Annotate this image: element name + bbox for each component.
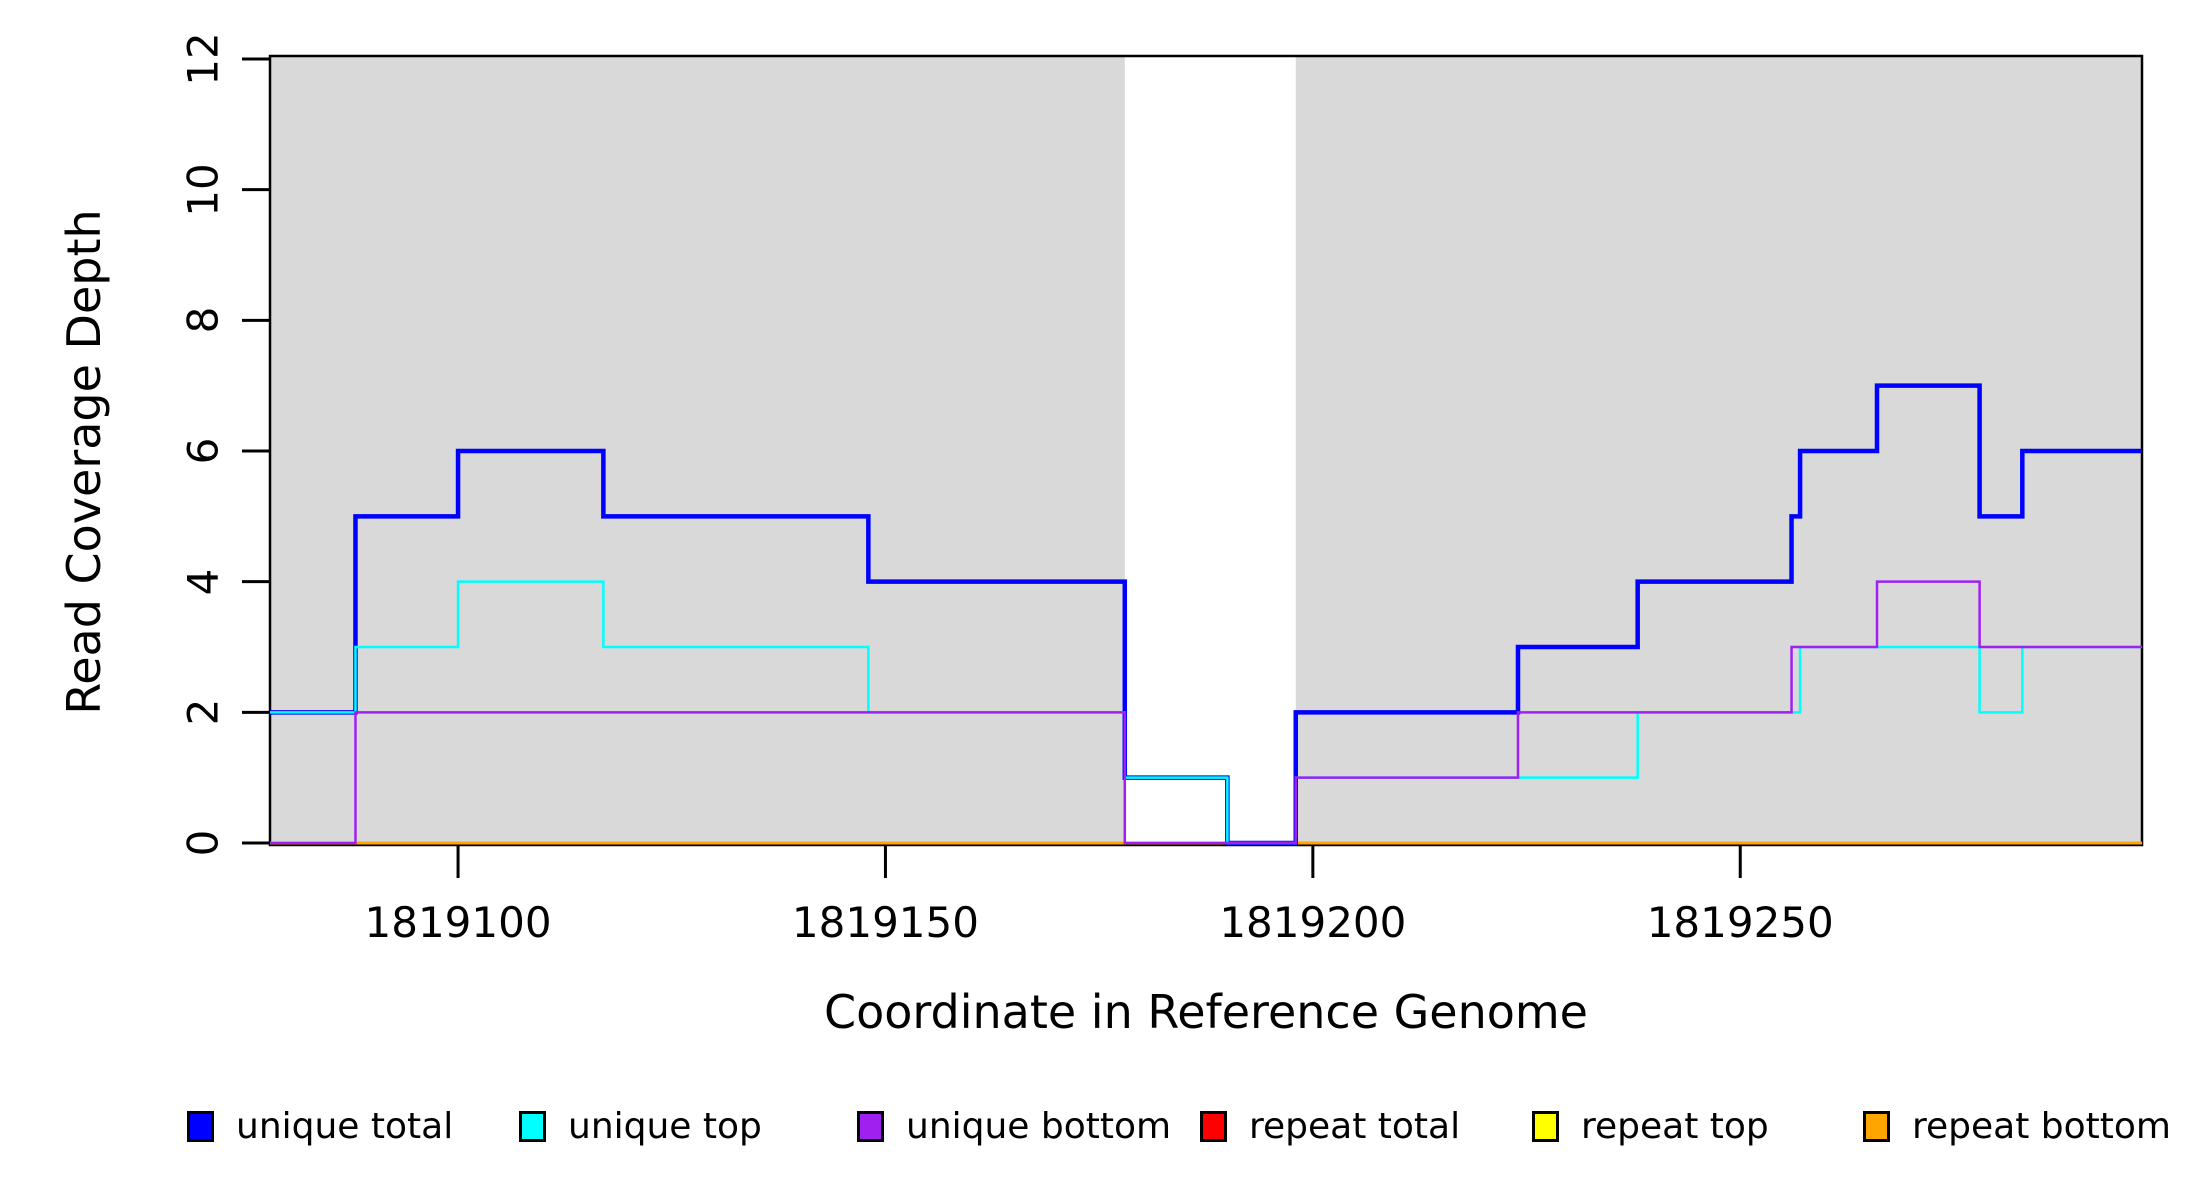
legend-label: unique top: [568, 1105, 762, 1147]
gray-band-left: [270, 57, 1125, 844]
legend-item-repeat-bottom: repeat bottom: [1863, 1098, 2171, 1154]
legend-label: unique bottom: [906, 1105, 1172, 1147]
gray-band-right: [1295, 57, 2142, 844]
legend-swatch-icon: [187, 1110, 214, 1142]
series-unique-total: [270, 383, 2142, 846]
legend-swatch-icon: [857, 1110, 884, 1142]
coverage-step-lines: [270, 383, 2142, 846]
y-tick-label: 6: [178, 437, 228, 465]
x-axis-title: Coordinate in Reference Genome: [824, 985, 1588, 1039]
x-tick-label: 1819150: [791, 898, 979, 947]
legend-label: repeat total: [1249, 1105, 1461, 1147]
legend-label: repeat top: [1581, 1105, 1769, 1147]
series-unique-bottom: [270, 580, 2142, 845]
legend-item-unique-bottom: unique bottom: [857, 1098, 1171, 1154]
legend-label: unique total: [236, 1105, 454, 1147]
legend-label: repeat bottom: [1912, 1105, 2171, 1147]
y-tick-label: 10: [178, 162, 228, 217]
legend-item-unique-top: unique top: [519, 1098, 762, 1154]
legend-swatch-icon: [1532, 1110, 1559, 1142]
y-tick-label: 2: [178, 698, 228, 726]
y-tick-label: 12: [178, 32, 228, 86]
axis-tick-marks: [242, 57, 1742, 878]
legend-item-repeat-total: repeat total: [1200, 1098, 1460, 1154]
y-axis-title: Read Coverage Depth: [57, 209, 111, 715]
x-tick-label: 1819250: [1646, 898, 1834, 947]
legend-item-repeat-top: repeat top: [1532, 1098, 1769, 1154]
x-tick-label: 1819200: [1219, 898, 1407, 947]
legend-swatch-icon: [519, 1110, 546, 1142]
y-tick-label: 4: [178, 568, 228, 596]
y-tick-label: 8: [178, 306, 228, 334]
legend-swatch-icon: [1200, 1110, 1227, 1142]
legend-swatch-icon: [1863, 1110, 1890, 1142]
x-tick-label: 1819100: [364, 898, 552, 947]
y-tick-label: 0: [178, 829, 228, 857]
legend: unique total unique top unique bottom repea…: [0, 1098, 2200, 1158]
series-unique-top: [270, 580, 2142, 845]
legend-item-unique-total: unique total: [187, 1098, 453, 1154]
